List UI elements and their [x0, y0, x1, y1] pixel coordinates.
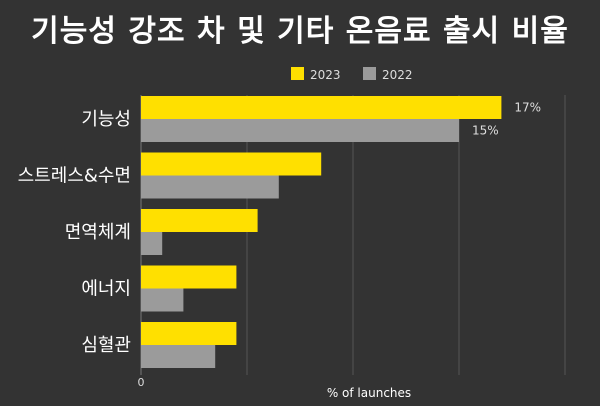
category-label-3: 에너지	[81, 279, 131, 300]
x-axis: 0 % of launches	[138, 376, 412, 400]
bar-2022-3	[141, 288, 184, 312]
data-label-1: 15%	[472, 124, 499, 138]
bar-2022-2	[141, 232, 163, 255]
bar-2022-1	[141, 175, 279, 199]
legend-swatch-2022	[363, 67, 376, 80]
x-tick-label-0: 0	[138, 376, 145, 389]
bar-2023-0	[141, 96, 502, 119]
legend-label-2023: 2023	[310, 68, 341, 82]
bar-2022-4	[141, 345, 216, 368]
bars	[141, 96, 502, 368]
bar-2023-2	[141, 209, 258, 232]
category-label-2: 면역체계	[65, 222, 131, 243]
chart-title: 기능성 강조 차 및 기타 온음료 출시 비율	[31, 14, 569, 49]
legend-swatch-2023	[291, 67, 304, 80]
bar-2023-4	[141, 322, 237, 345]
value-labels: 17% 15%	[472, 101, 541, 138]
category-label-1: 스트레스&수면	[18, 166, 131, 187]
legend: 2023 2022	[291, 67, 413, 82]
bar-2022-0	[141, 119, 459, 142]
category-label-4: 심혈관	[81, 335, 131, 356]
category-label-0: 기능성	[81, 109, 131, 130]
legend-label-2022: 2022	[382, 68, 413, 82]
data-label-0: 17%	[514, 101, 541, 115]
x-axis-title: % of launches	[327, 386, 411, 400]
bar-2023-3	[141, 265, 237, 289]
bar-2023-1	[141, 152, 322, 176]
